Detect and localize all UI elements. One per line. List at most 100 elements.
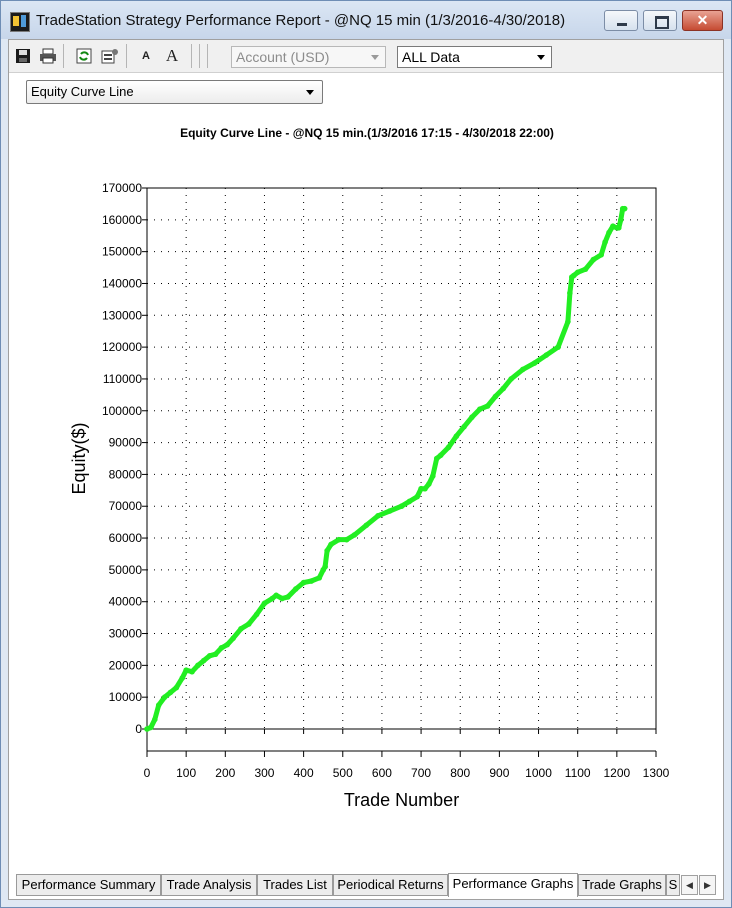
equity-data-point [253, 611, 260, 618]
y-tick-label: 30000 [109, 627, 143, 641]
equity-data-point [308, 578, 315, 584]
x-tick-label: 1000 [525, 766, 552, 780]
close-icon: ✕ [696, 12, 709, 28]
account-select-value: Account (USD) [236, 49, 330, 65]
equity-data-point [152, 716, 158, 723]
y-tick-label: 120000 [102, 340, 142, 354]
tab-trade-graphs[interactable]: Trade Graphs [578, 874, 666, 896]
print-icon [40, 48, 56, 64]
x-tick-label: 900 [489, 766, 509, 780]
equity-data-point [183, 667, 189, 673]
toolbar: A A Account (USD) ALL Data [9, 40, 723, 73]
chevron-down-icon [371, 55, 379, 60]
equity-data-point [161, 694, 168, 700]
equity-data-point [500, 385, 507, 392]
equity-data-point [398, 503, 405, 510]
equity-data-point [343, 536, 350, 543]
data-range-select[interactable]: ALL Data [397, 46, 552, 68]
equity-data-point [461, 423, 467, 430]
x-tick-label: 1100 [565, 766, 591, 780]
equity-data-point [567, 290, 573, 296]
x-tick-label: 400 [294, 766, 314, 780]
equity-data-point [617, 217, 624, 223]
font-increase-icon: A [165, 46, 179, 65]
equity-data-point [437, 452, 444, 459]
settings-icon [101, 49, 118, 64]
equity-data-point [606, 229, 612, 236]
equity-data-point [189, 668, 195, 675]
equity-data-point [212, 651, 219, 658]
y-tick-label: 130000 [102, 308, 142, 322]
equity-data-point [363, 522, 370, 529]
equity-data-point [590, 256, 597, 263]
equity-data-point [555, 344, 561, 350]
tab-trades-list[interactable]: Trades List [257, 874, 333, 896]
x-tick-label: 100 [176, 766, 196, 780]
window-title: TradeStation Strategy Performance Report… [36, 12, 566, 29]
refresh-icon [76, 48, 92, 64]
increase-font-button[interactable]: A [161, 45, 183, 67]
minimize-button[interactable] [604, 10, 638, 31]
equity-data-point [269, 595, 276, 602]
equity-data-point [445, 444, 452, 451]
equity-data-point [484, 403, 491, 409]
tab-scroll-left-button[interactable]: ◀ [681, 875, 698, 895]
equity-data-point [406, 498, 413, 505]
equity-data-point [418, 485, 424, 492]
equity-curve-chart: 0 100 200 300 400 500 600 700 800 900 1000 1100 1200… [69, 181, 670, 810]
x-tick-label: 1200 [603, 766, 630, 780]
equity-data-point [167, 689, 174, 696]
equity-data-point [351, 532, 358, 538]
equity-data-point [602, 239, 608, 245]
y-tick-label: 20000 [109, 658, 143, 672]
x-axis-label: Trade Number [344, 790, 459, 810]
equity-data-point [598, 252, 604, 258]
save-button[interactable] [12, 45, 34, 67]
equity-data-point [574, 269, 581, 276]
equity-data-point [375, 512, 381, 519]
properties-button[interactable] [99, 45, 121, 67]
y-tick-label: 100000 [102, 404, 142, 418]
print-button[interactable] [37, 45, 59, 67]
equity-data-point [328, 541, 334, 548]
y-tick-label: 150000 [102, 245, 142, 259]
tab-trade-analysis[interactable]: Trade Analysis [161, 874, 257, 896]
y-tick-label: 160000 [102, 213, 142, 227]
equity-data-point [492, 393, 499, 400]
y-axis-label: Equity($) [69, 422, 89, 494]
tab-performance-summary[interactable]: Performance Summary [16, 874, 161, 896]
tab-periodical-returns[interactable]: Periodical Returns [333, 874, 448, 896]
graph-type-select-value: Equity Curve Line [31, 84, 134, 99]
equity-data-point [426, 481, 432, 487]
maximize-icon [655, 16, 669, 29]
title-bar[interactable]: TradeStation Strategy Performance Report… [1, 1, 731, 39]
account-select[interactable]: Account (USD) [231, 46, 386, 68]
tradestation-app-icon [10, 12, 30, 32]
equity-data-point [508, 376, 514, 382]
toolbar-separator [199, 44, 200, 68]
equity-data-point [543, 352, 550, 358]
toolbar-separator [63, 44, 64, 68]
graph-type-select[interactable]: Equity Curve Line [26, 80, 323, 104]
equity-data-point [173, 684, 180, 691]
x-tick-label: 300 [254, 766, 274, 780]
maximize-button[interactable] [643, 10, 677, 31]
tab-scroll-right-button[interactable]: ▶ [699, 875, 716, 895]
equity-data-point [422, 485, 428, 492]
y-tick-label: 110000 [103, 372, 142, 386]
equity-data-point [414, 493, 420, 500]
equity-data-point [565, 318, 571, 325]
data-range-select-value: ALL Data [402, 49, 460, 65]
equity-data-point [179, 675, 186, 681]
equity-data-point [621, 205, 628, 212]
tab-performance-graphs[interactable]: Performance Graphs [448, 873, 578, 897]
equity-data-point [433, 455, 440, 462]
refresh-button[interactable] [73, 45, 95, 67]
tab-truncated[interactable]: S [666, 874, 680, 896]
equity-data-point [261, 600, 268, 607]
save-icon [16, 49, 30, 63]
equity-data-point [453, 433, 460, 440]
decrease-font-button[interactable]: A [135, 45, 157, 67]
close-button[interactable]: ✕ [682, 10, 723, 31]
